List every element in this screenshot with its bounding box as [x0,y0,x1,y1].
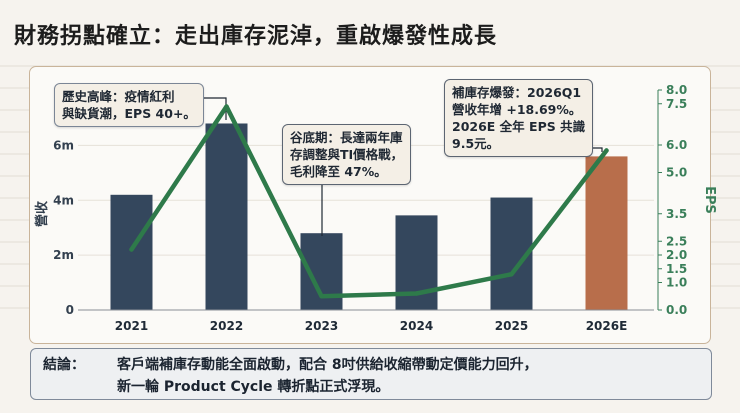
right-tick-label-4: 2.5 [666,234,687,248]
annotation-rebound-line-3: 2026E 全年 EPS 共識 [452,119,586,134]
right-tick-label-3: 2.0 [666,248,687,262]
annotation-rebound: 補庫存爆發：2026Q1 營收年增 +18.69%。 2026E 全年 EPS … [444,79,594,157]
annotation-rebound-line-1: 補庫存爆發：2026Q1 [452,85,582,100]
x-tick-label-2022: 2022 [210,319,243,333]
eps-point-2025 [509,272,514,277]
leader-rebound [590,147,603,152]
x-tick-label-2021: 2021 [115,319,148,333]
right-tick-label-1: 1.0 [666,276,687,290]
annotation-trough-line-1: 谷底期：長達兩年庫 [290,130,403,145]
right-tick-label-9: 8.0 [666,83,687,97]
right-tick-label-7: 6.0 [666,138,687,152]
bar-2026E [585,156,628,310]
left-axis-label: 營收 [34,200,50,227]
left-tick-label-3: 6m [53,138,74,152]
x-tick-label-2025: 2025 [495,319,528,333]
left-tick-label-1: 2m [53,248,74,262]
right-tick-label-6: 5.0 [666,166,687,180]
annotation-rebound-line-2: 營收年增 +18.69%。 [452,102,582,117]
right-axis-label: EPS [702,186,717,214]
annotation-trough-line-2: 存調整與TI價格戰， [290,147,404,162]
eps-point-2023 [319,294,324,299]
conclusion-line-1: 客戶端補庫存動能全面啟動，配合 8吋供給收縮帶動定價能力回升， [117,357,538,373]
conclusion-box: 結論： 客戶端補庫存動能全面啟動，配合 8吋供給收縮帶動定價能力回升， 新一輪 … [30,348,712,400]
left-tick-label-0: 0 [66,303,74,317]
bar-2021 [110,194,153,310]
eps-point-2026E [604,148,609,153]
x-tick-label-2024: 2024 [400,319,433,333]
right-tick-label-2: 1.5 [666,262,687,276]
eps-point-2022 [224,104,229,109]
conclusion-line-2: 新一輪 Product Cycle 轉折點正式浮現。 [117,379,390,395]
left-tick-label-2: 4m [53,193,74,207]
annotation-peak-line-2: 與缺貨潮，EPS 40+。 [62,106,196,121]
right-tick-label-8: 7.5 [666,97,687,111]
conclusion-label: 結論： [43,357,85,373]
eps-point-2021 [129,247,134,252]
leader-peak [196,97,227,120]
annotation-peak: 歷史高峰：疫情紅利 與缺貨潮，EPS 40+。 [54,83,204,127]
bar-2022 [205,123,248,310]
annotation-rebound-line-4: 9.5元。 [452,136,500,151]
eps-point-2024 [414,291,419,296]
x-tick-label-2023: 2023 [305,319,338,333]
page-title: 財務拐點確立：走出庫存泥淖，重啟爆發性成長 [14,24,498,49]
annotation-trough-line-3: 毛利降至 47%。 [290,164,387,179]
right-tick-label-5: 3.5 [666,207,687,221]
annotation-trough: 谷底期：長達兩年庫 存調整與TI價格戰， 毛利降至 47%。 [282,124,412,185]
annotation-peak-line-1: 歷史高峰：疫情紅利 [62,89,175,104]
x-tick-label-2026E: 2026E [586,319,628,333]
eps-line [129,104,609,299]
right-tick-label-0: 0.0 [666,303,687,317]
